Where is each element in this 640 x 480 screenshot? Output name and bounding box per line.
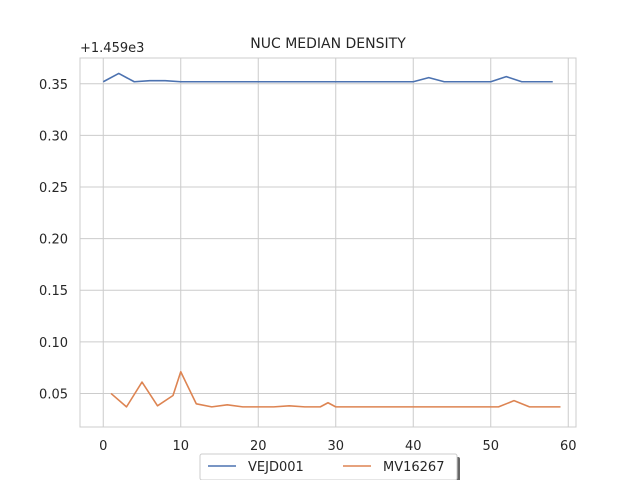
y-tick-label: 0.15 — [39, 284, 68, 299]
legend-label-mv16267: MV16267 — [383, 460, 444, 475]
x-tick-label: 30 — [327, 439, 344, 454]
y-axis-offset-label: +1.459e3 — [80, 41, 144, 56]
y-tick-label: 0.30 — [39, 129, 68, 144]
legend-box — [199, 453, 458, 480]
x-tick-label: 0 — [99, 439, 107, 454]
x-tick-label: 60 — [560, 439, 577, 454]
legend: VEJD001 MV16267 — [199, 453, 460, 480]
y-tick-label: 0.05 — [39, 387, 68, 402]
y-tick-label: 0.20 — [39, 233, 68, 248]
y-tick-label: 0.25 — [39, 181, 68, 196]
legend-label-vejd001: VEJD001 — [248, 460, 304, 475]
plot-frame — [79, 57, 577, 428]
x-tick-label: 10 — [172, 439, 189, 454]
y-tick-label: 0.35 — [39, 78, 68, 93]
chart-title: NUC MEDIAN DENSITY — [250, 36, 406, 52]
x-tick-label: 50 — [482, 439, 499, 454]
y-tick-label: 0.10 — [39, 336, 68, 351]
x-tick-label: 20 — [250, 439, 267, 454]
x-tick-label: 40 — [405, 439, 422, 454]
series-line-mv16267 — [110, 370, 561, 408]
series-line-vejd001 — [102, 72, 553, 83]
